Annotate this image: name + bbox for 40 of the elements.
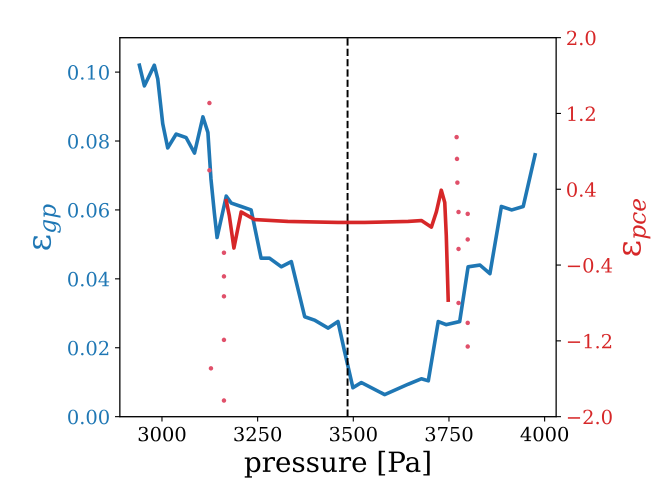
- x-tick-label: 3500: [330, 426, 377, 442]
- point: [465, 320, 470, 326]
- point: [208, 366, 214, 371]
- point: [207, 168, 212, 173]
- y-tick-label: 0.04: [68, 272, 110, 286]
- x-tick-label: 3750: [426, 426, 472, 442]
- y-tick-label: 0.10: [68, 65, 109, 80]
- line-series: [138, 63, 537, 396]
- point: [222, 274, 226, 279]
- point: [465, 237, 470, 242]
- point: [207, 100, 212, 106]
- point: [456, 210, 461, 214]
- x-axis-title: pressure [Pa]: [244, 450, 430, 478]
- y2-tick-label: −1.2: [568, 334, 612, 349]
- x-tick-label: 4000: [520, 426, 568, 442]
- point: [454, 156, 460, 162]
- y-axis-title: ε$_{gp}$: [32, 204, 61, 250]
- line-series: [224, 188, 450, 302]
- y-tick-label: 0.02: [68, 340, 108, 356]
- point: [456, 300, 461, 306]
- y2-tick-label: 1.2: [568, 106, 595, 122]
- y-tick-label: 0.00: [68, 410, 109, 424]
- x-tick-label: 3000: [138, 426, 186, 442]
- y2-tick-label: 2.0: [567, 30, 596, 46]
- y2-tick-label: 0.4: [567, 182, 596, 197]
- point: [222, 294, 226, 299]
- point: [455, 180, 460, 185]
- y2-tick-label: −2.0: [568, 410, 612, 424]
- point: [222, 250, 226, 255]
- y2-axis-title: ε$_{pce}$: [622, 198, 650, 256]
- point: [456, 246, 461, 252]
- y-tick-label: 0.06: [68, 202, 109, 218]
- point: [454, 134, 459, 140]
- point: [222, 338, 226, 342]
- point: [465, 344, 470, 349]
- y-tick-label: 0.08: [68, 134, 109, 149]
- point: [222, 398, 226, 403]
- point: [465, 212, 470, 216]
- x-tick-label: 3250: [234, 426, 282, 442]
- y2-tick-label: −0.4: [568, 258, 612, 273]
